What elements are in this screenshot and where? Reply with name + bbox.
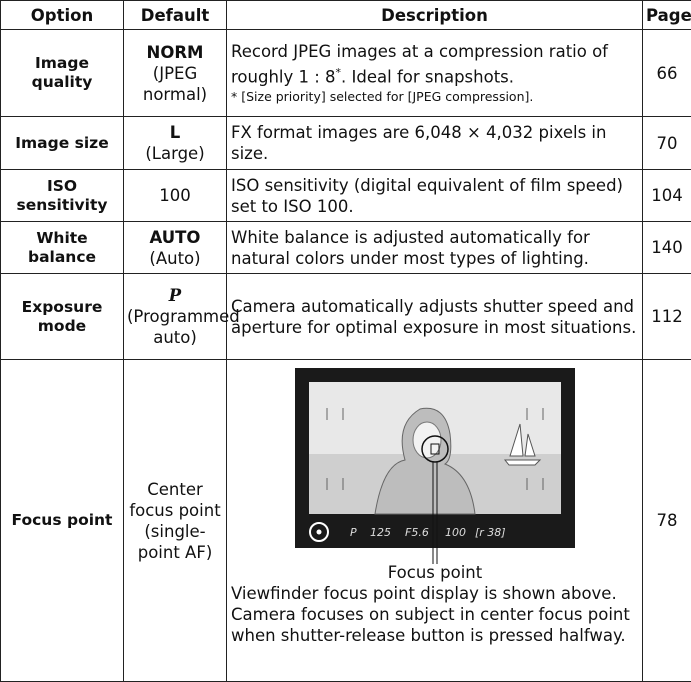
default-value: 100 [159, 186, 191, 205]
description-part: ISO sensitivity (digital equivalent of f… [231, 175, 623, 216]
table-row: ISO sensitivity 100 ISO sensitivity (digit… [0, 169, 691, 222]
page-cell: 104 [642, 169, 691, 222]
page-cell: 112 [642, 273, 691, 360]
description-cell: FX format images are 6,048 × 4,032 pixel… [226, 116, 643, 170]
page-cell: 78 [642, 359, 691, 682]
page-cell: 66 [642, 29, 691, 117]
default-cell: 100 [123, 169, 227, 222]
description-part: . Ideal for snapshots. [341, 67, 514, 87]
default-cell: P (Programmed auto) [123, 273, 240, 360]
option-cell: Focus point [0, 359, 124, 682]
focus-point [421, 435, 449, 463]
face [412, 421, 442, 459]
description-part: FX format images are 6,048 × 4,032 pixel… [231, 123, 607, 163]
default-value: L [169, 123, 181, 142]
description-cell: Record JPEG images at a compression rati… [226, 29, 643, 117]
table-row: Image quality NORM (JPEG normal) Record JPE… [0, 29, 691, 117]
af-bracket [526, 478, 544, 490]
description-part: Camera automatically adjusts shutter spe… [231, 296, 637, 337]
description-text: White balance is adjusted automatically … [231, 227, 639, 269]
viewfinder-readout: P [350, 526, 357, 539]
indicator-dot [316, 529, 322, 535]
option-cell: Exposure mode [0, 273, 124, 360]
column-header: Description [226, 0, 643, 30]
table-row: Focus point Center focus point (single-po… [0, 359, 691, 682]
sailboat [503, 423, 542, 466]
description-part: White balance is adjusted automatically … [231, 227, 590, 268]
table-row: Image size L (Large) FX format images are 6… [0, 116, 691, 170]
description-cell: Camera automatically adjusts shutter spe… [226, 273, 643, 360]
default-cell: AUTO (Auto) [123, 221, 227, 274]
description-text: Camera automatically adjusts shutter spe… [231, 296, 639, 338]
description-cell: White balance is adjusted automatically … [226, 221, 643, 274]
footnote: * [Size priority] selected for [JPEG com… [231, 88, 534, 104]
default-value: (JPEG normal) [142, 63, 208, 104]
focus-mark [430, 443, 440, 455]
option-cell: Image size [0, 116, 124, 170]
subject [374, 407, 476, 515]
footnote-mark: * [335, 66, 342, 80]
default-value: Center focus point (single-point AF) [129, 479, 221, 562]
option-cell: ISO sensitivity [0, 169, 124, 222]
default-cell: Center focus point (single-point AF) [123, 359, 227, 682]
column-header: Page [642, 0, 691, 30]
default-cell: NORM (JPEG normal) [123, 29, 227, 117]
default-value: (Auto) [149, 248, 201, 268]
default-value: P [168, 286, 182, 305]
viewfinder-illustration: P 125 F5.6 100 [r 38] [295, 368, 575, 564]
default-value: (Programmed auto) [127, 307, 240, 347]
page-cell: 140 [642, 221, 691, 274]
description-part: Record JPEG images at a compression rati… [231, 42, 608, 87]
default-value: (Large) [145, 144, 205, 163]
header-row: Option Default Description Page [0, 0, 691, 30]
viewfinder-readout: 125 [370, 526, 391, 539]
viewfinder-readout: 100 [445, 526, 466, 539]
column-header: Default [123, 0, 227, 30]
figure-caption: Focus point [387, 563, 483, 582]
af-bracket [326, 408, 344, 420]
default-value: NORM [146, 42, 204, 62]
default-cell: L (Large) [123, 116, 227, 170]
viewfinder-readout: F5.6 [405, 526, 429, 539]
description-cell: ISO sensitivity (digital equivalent of f… [226, 169, 643, 222]
af-bracket [526, 408, 544, 420]
description-text: ISO sensitivity (digital equivalent of f… [231, 175, 639, 217]
description-cell: P 125 F5.6 100 [r 38] Focus point Viewfinder f… [226, 359, 643, 682]
viewfinder-readout: [r 38] [475, 526, 506, 539]
af-bracket [326, 478, 344, 490]
table-row: Exposure mode P (Programmed auto) Camera au… [0, 273, 691, 360]
description-text: Viewfinder focus point display is shown … [231, 584, 630, 645]
page-cell: 70 [642, 116, 691, 170]
option-cell: White balance [0, 221, 124, 274]
option-cell: Image quality [0, 29, 124, 117]
indicator-ring [309, 522, 329, 542]
table-row: White balance AUTO (Auto) White balance is … [0, 221, 691, 274]
column-header: Option [0, 0, 124, 30]
description-text: FX format images are 6,048 × 4,032 pixel… [231, 122, 639, 164]
default-value: AUTO [149, 227, 201, 247]
description-text: Record JPEG images at a compression rati… [231, 41, 639, 88]
